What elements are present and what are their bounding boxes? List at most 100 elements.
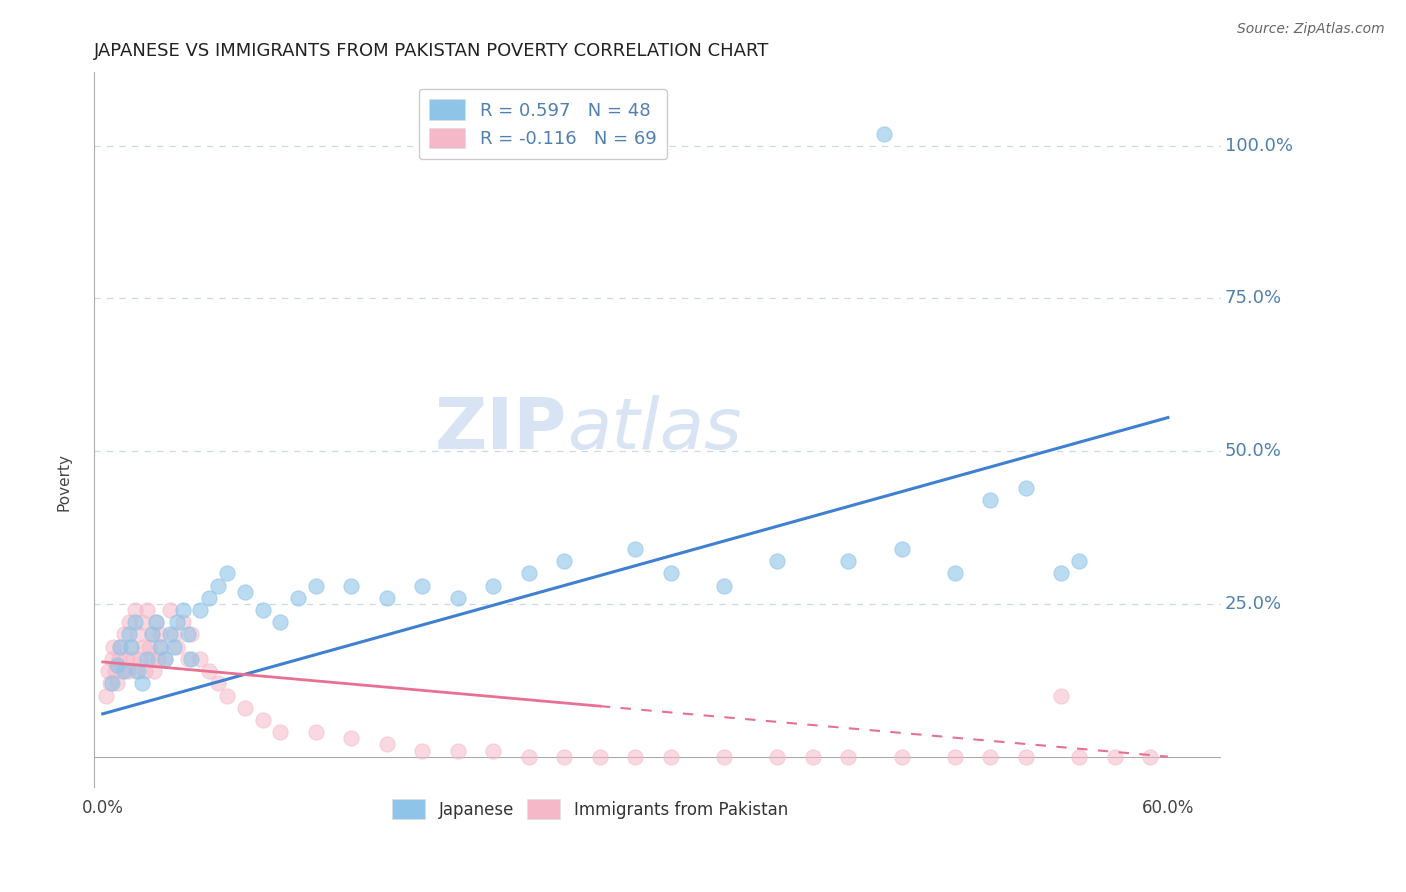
Point (553, 554, 575, 568)
Point (553, 749, 575, 764)
Point (104, 664, 127, 678)
Point (340, 578, 363, 592)
Point (112, 664, 135, 678)
Point (207, 578, 229, 592)
Point (163, 627, 186, 641)
Point (233, 584, 256, 599)
Point (129, 652, 152, 666)
Point (177, 627, 200, 641)
Point (153, 652, 176, 666)
Point (979, 749, 1001, 764)
Point (124, 615, 146, 630)
Point (96, 689, 118, 703)
Point (305, 578, 328, 592)
Point (517, 749, 540, 764)
Point (118, 627, 141, 641)
Point (1015, 749, 1038, 764)
Point (120, 640, 142, 654)
Point (624, 541, 647, 556)
Text: Source: ZipAtlas.com: Source: ZipAtlas.com (1237, 22, 1385, 37)
Point (177, 652, 200, 666)
Point (112, 627, 135, 641)
Point (447, 591, 470, 605)
Point (111, 664, 134, 678)
Point (801, 749, 824, 764)
Point (411, 578, 433, 592)
Text: Poverty: Poverty (56, 453, 72, 511)
Point (215, 689, 238, 703)
Point (105, 658, 128, 673)
Point (1050, 689, 1073, 703)
Point (134, 664, 156, 678)
Point (340, 731, 363, 746)
Point (159, 603, 181, 617)
Point (1104, 749, 1126, 764)
Point (943, 566, 966, 581)
Text: 75.0%: 75.0% (1225, 290, 1282, 308)
Point (153, 652, 176, 666)
Text: 0.0%: 0.0% (82, 799, 124, 817)
Point (517, 566, 540, 581)
Point (166, 640, 188, 654)
Point (103, 640, 125, 654)
Point (180, 627, 202, 641)
Point (163, 640, 186, 654)
Point (146, 652, 169, 666)
Point (252, 603, 274, 617)
Point (252, 713, 274, 727)
Point (136, 652, 159, 666)
Point (141, 627, 163, 641)
Point (659, 566, 682, 581)
Point (713, 578, 735, 592)
Point (482, 578, 505, 592)
Point (132, 640, 155, 654)
Point (837, 749, 859, 764)
Point (190, 603, 212, 617)
Point (172, 603, 194, 617)
Point (198, 664, 221, 678)
Point (124, 603, 146, 617)
Point (1069, 554, 1091, 568)
Point (215, 566, 238, 581)
Text: 50.0%: 50.0% (1225, 442, 1282, 460)
Text: 100.0%: 100.0% (1225, 136, 1292, 154)
Point (114, 652, 136, 666)
Point (145, 615, 167, 630)
Point (447, 743, 470, 757)
Point (143, 664, 166, 678)
Point (159, 627, 181, 641)
Point (136, 603, 159, 617)
Point (118, 615, 141, 630)
Point (98, 676, 121, 690)
Point (180, 652, 202, 666)
Point (482, 743, 505, 757)
Point (105, 676, 128, 690)
Point (659, 749, 682, 764)
Point (287, 591, 309, 605)
Point (1050, 566, 1073, 581)
Point (148, 627, 170, 641)
Point (873, 127, 896, 141)
Point (943, 749, 966, 764)
Text: 25.0%: 25.0% (1225, 595, 1282, 613)
Point (100, 652, 122, 666)
Point (233, 700, 256, 714)
Point (117, 664, 139, 678)
Point (127, 664, 149, 678)
Text: ZIP: ZIP (434, 395, 567, 465)
Point (624, 749, 647, 764)
Point (141, 627, 163, 641)
Point (890, 541, 912, 556)
Point (198, 591, 221, 605)
Point (125, 664, 148, 678)
Legend: Japanese, Immigrants from Pakistan: Japanese, Immigrants from Pakistan (385, 793, 794, 825)
Point (145, 615, 167, 630)
Point (713, 749, 735, 764)
Point (269, 725, 291, 739)
Point (1069, 749, 1091, 764)
Point (766, 749, 789, 764)
Point (107, 652, 129, 666)
Point (110, 640, 132, 654)
Point (148, 640, 170, 654)
Text: 60.0%: 60.0% (1142, 799, 1194, 817)
